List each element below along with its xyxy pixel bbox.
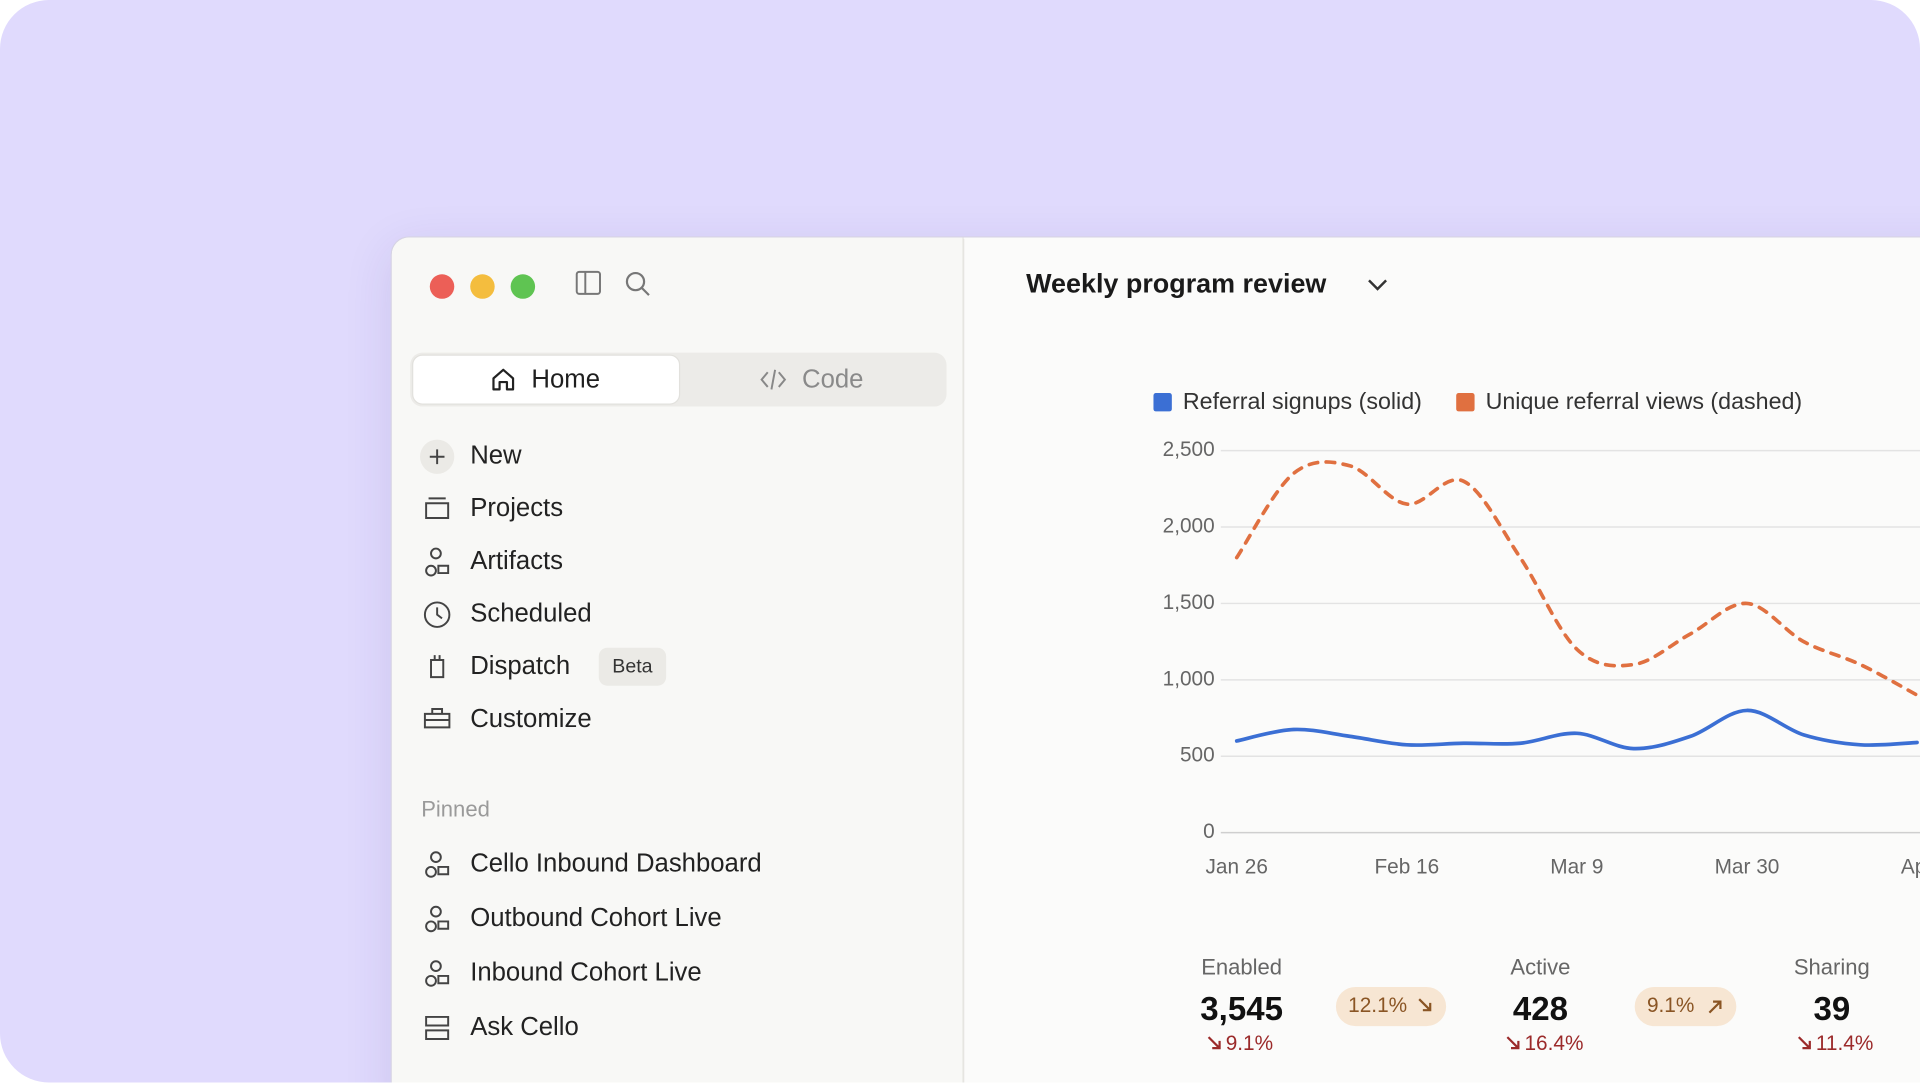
- home-icon: [492, 368, 515, 391]
- pinned-icon: [425, 1015, 450, 1040]
- nav-item[interactable]: Scheduled: [470, 599, 591, 627]
- change-badge-label: 12.1%: [1348, 994, 1407, 1017]
- section-heading: Pinned: [421, 796, 490, 821]
- title-chevron[interactable]: [1368, 279, 1387, 291]
- nav-item[interactable]: Customize: [470, 705, 591, 733]
- close-button[interactable]: [429, 274, 455, 299]
- stat-change: 9.1%: [1226, 1032, 1273, 1055]
- series-line: [1234, 460, 1919, 697]
- trend-down-icon: [1207, 1036, 1221, 1050]
- stats: Enabled 3,545 9.1% Active 428 16.4% Sharing 39 1…: [1200, 954, 1873, 1055]
- change-badge: [1335, 986, 1447, 1027]
- tab-label[interactable]: Code: [802, 366, 863, 394]
- badge-bg: [598, 647, 667, 686]
- trend-down-icon: [1797, 1036, 1811, 1050]
- stat-value: 3,545: [1200, 991, 1283, 1028]
- nav-item[interactable]: Projects: [470, 494, 563, 522]
- zoom-button[interactable]: [510, 274, 536, 299]
- series-line: [1234, 708, 1919, 751]
- nav-icon: [425, 497, 450, 519]
- nav-icon: [425, 547, 450, 577]
- code-icon: [760, 369, 787, 390]
- legend-swatch: [1456, 393, 1475, 412]
- y-tick-label: 500: [1180, 744, 1215, 767]
- nav-icon: [423, 601, 451, 628]
- stat-label: Active: [1510, 954, 1570, 979]
- pinned-item[interactable]: Cello Inbound Dashboard: [470, 849, 762, 877]
- x-tick-label: Apr: [1901, 856, 1920, 879]
- pinned-item[interactable]: Inbound Cohort Live: [470, 958, 701, 986]
- change-badge-label: 9.1%: [1647, 994, 1694, 1017]
- trend-down-icon: [1418, 998, 1432, 1012]
- nav-icon: [430, 655, 445, 679]
- stat-value: 39: [1813, 991, 1850, 1028]
- legend-label: Referral signups (solid): [1183, 388, 1422, 414]
- pinned-icon: [425, 851, 450, 878]
- stat-value: 428: [1513, 991, 1568, 1028]
- change-badge: [1634, 986, 1737, 1027]
- x-tick-label: Feb 16: [1374, 856, 1439, 879]
- pinned-item[interactable]: Outbound Cohort Live: [470, 904, 721, 932]
- nav-item[interactable]: New: [470, 442, 522, 470]
- chart: 0 500 1,000 1,500 2,000 2,500 Jan 26 Feb 16 Mar …: [1153, 388, 1920, 879]
- nav-icon: [429, 449, 445, 465]
- sidebar-toggle[interactable]: [575, 270, 601, 295]
- y-tick-label: 2,000: [1163, 515, 1215, 538]
- nav-item[interactable]: Dispatch: [470, 652, 570, 680]
- nav-badge: Beta: [612, 656, 652, 678]
- legend-swatch: [1153, 393, 1172, 412]
- nav-icon: [423, 708, 451, 729]
- stat-label: Sharing: [1794, 954, 1870, 979]
- tab-label[interactable]: Home: [531, 366, 600, 394]
- y-tick-label: 1,000: [1163, 667, 1215, 690]
- search-button[interactable]: [625, 271, 650, 296]
- nav-item[interactable]: Artifacts: [470, 547, 563, 575]
- tab-home[interactable]: [412, 354, 681, 405]
- minimize-button[interactable]: [470, 274, 495, 299]
- pinned-icon: [425, 905, 450, 933]
- trend-up-icon: [1708, 1000, 1722, 1014]
- page-title[interactable]: Weekly program review: [1026, 268, 1326, 298]
- stat-label: Enabled: [1201, 954, 1282, 979]
- x-tick-label: Mar 9: [1550, 856, 1603, 879]
- y-tick-label: 0: [1203, 820, 1215, 843]
- pinned-item[interactable]: Ask Cello: [470, 1013, 579, 1041]
- window-content: Home Code Weekly program review 0 500 1,00…: [410, 238, 1920, 1083]
- x-tick-label: Jan 26: [1206, 856, 1268, 879]
- pinned-icon: [425, 960, 450, 987]
- stat-change: 11.4%: [1816, 1032, 1873, 1055]
- trend-down-icon: [1506, 1036, 1520, 1050]
- x-tick-label: Mar 30: [1715, 856, 1780, 879]
- stat-change: 16.4%: [1524, 1032, 1583, 1055]
- y-tick-label: 2,500: [1163, 438, 1215, 461]
- legend-label: Unique referral views (dashed): [1486, 388, 1803, 414]
- y-tick-label: 1,500: [1163, 591, 1215, 614]
